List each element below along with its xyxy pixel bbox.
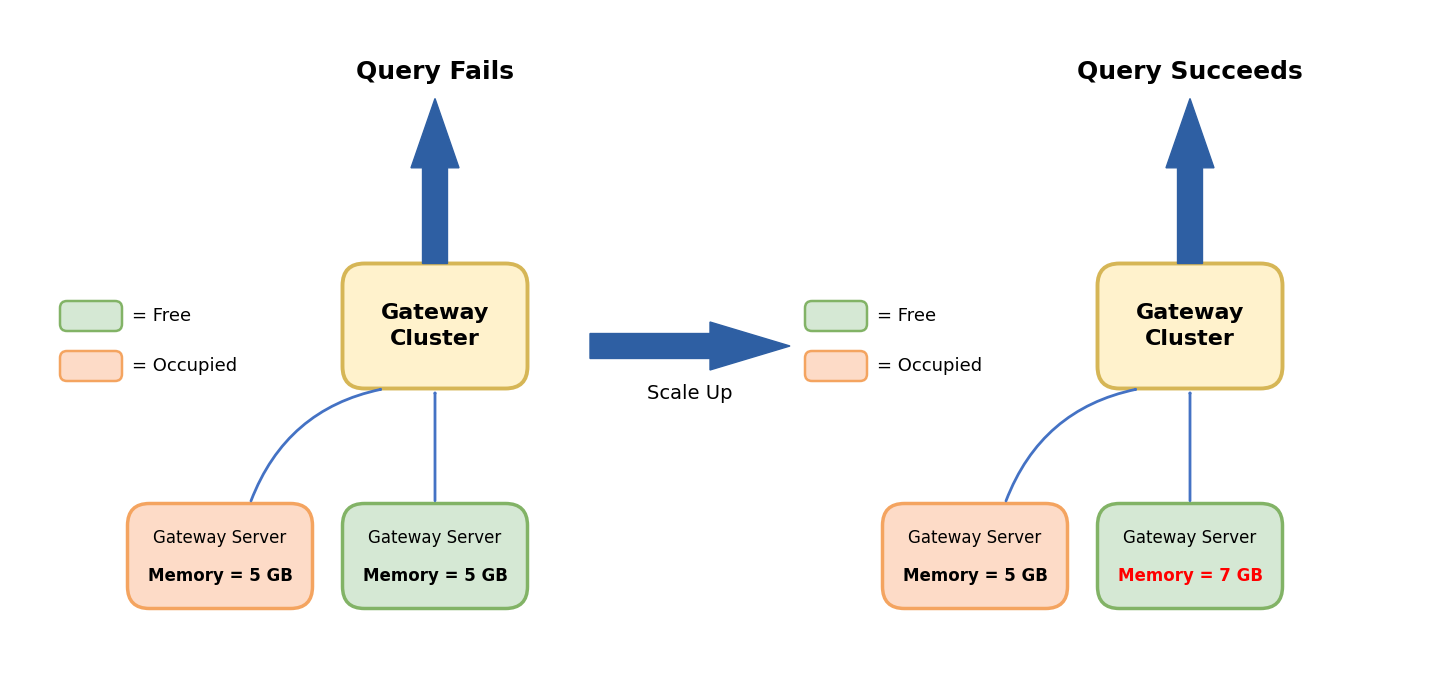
FancyArrowPatch shape (1007, 390, 1136, 501)
Text: Gateway Server: Gateway Server (909, 529, 1041, 547)
FancyBboxPatch shape (128, 503, 313, 609)
Polygon shape (590, 322, 790, 370)
FancyBboxPatch shape (806, 351, 867, 381)
FancyBboxPatch shape (1097, 503, 1282, 609)
FancyBboxPatch shape (60, 301, 122, 331)
Text: Memory = 5 GB: Memory = 5 GB (362, 567, 507, 585)
Text: = Free: = Free (877, 307, 936, 325)
FancyBboxPatch shape (343, 503, 527, 609)
Text: Gateway Server: Gateway Server (1123, 529, 1256, 547)
Text: Query Fails: Query Fails (356, 59, 514, 84)
Text: = Free: = Free (132, 307, 191, 325)
Text: Memory = 7 GB: Memory = 7 GB (1117, 567, 1262, 585)
FancyArrowPatch shape (251, 390, 381, 501)
FancyBboxPatch shape (60, 351, 122, 381)
Text: Scale Up: Scale Up (648, 384, 732, 403)
Text: Memory = 5 GB: Memory = 5 GB (148, 567, 293, 585)
FancyBboxPatch shape (806, 301, 867, 331)
Text: Gateway
Cluster: Gateway Cluster (381, 303, 490, 349)
Text: = Occupied: = Occupied (877, 357, 982, 375)
Text: Gateway Server: Gateway Server (154, 529, 287, 547)
Text: = Occupied: = Occupied (132, 357, 237, 375)
Polygon shape (1166, 99, 1213, 264)
Text: Memory = 5 GB: Memory = 5 GB (903, 567, 1047, 585)
FancyBboxPatch shape (883, 503, 1067, 609)
FancyBboxPatch shape (343, 264, 527, 388)
Polygon shape (411, 99, 460, 264)
Text: Gateway Server: Gateway Server (369, 529, 501, 547)
Text: Gateway
Cluster: Gateway Cluster (1136, 303, 1244, 349)
FancyBboxPatch shape (1097, 264, 1282, 388)
Text: Query Succeeds: Query Succeeds (1077, 59, 1302, 84)
